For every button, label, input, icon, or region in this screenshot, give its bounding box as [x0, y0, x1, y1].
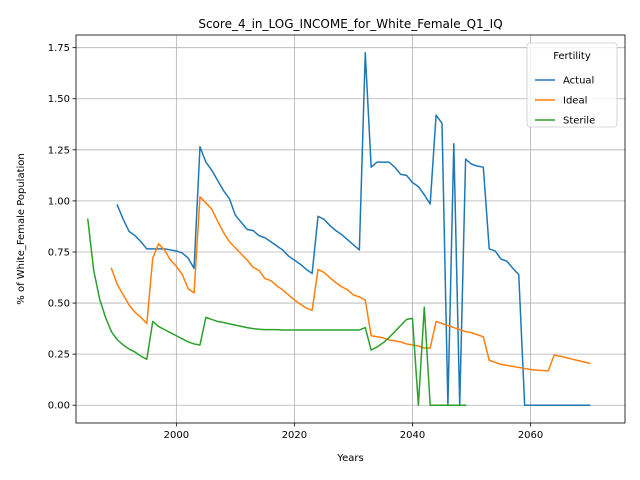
x-tick-label: 2000: [164, 430, 189, 441]
y-tick-label: 0.25: [48, 350, 70, 361]
y-tick-label: 1.25: [48, 145, 70, 156]
x-tick-label: 2020: [282, 430, 307, 441]
chart-title: Score_4_in_LOG_INCOME_for_White_Female_Q…: [198, 17, 502, 31]
legend-entry-sterile: Sterile: [563, 116, 595, 127]
legend-box: [526, 42, 618, 128]
x-tick-label: 2060: [518, 430, 543, 441]
series-line-actual: [116, 52, 591, 406]
legend-entry-ideal: Ideal: [563, 96, 587, 107]
y-tick-label: 0.75: [48, 247, 70, 258]
x-tick-label: 2040: [400, 430, 425, 441]
y-tick-label: 1.00: [48, 196, 70, 207]
axis-ticks: 2000 2020 2040 2060 0.00 0.25 0.50 0.75 1.00 1.25…: [48, 43, 544, 441]
y-tick-label: 1.75: [48, 43, 70, 54]
legend: Fertility Actual Ideal Sterile: [526, 42, 618, 128]
series-lines: [86, 52, 591, 406]
y-tick-label: 0.00: [48, 401, 70, 412]
x-axis-label: Years: [336, 453, 363, 464]
plot-area-frame: [75, 34, 626, 424]
legend-entry-actual: Actual: [563, 76, 594, 87]
series-line-ideal: [110, 196, 591, 372]
y-tick-label: 1.50: [48, 94, 70, 105]
series-line-sterile: [86, 218, 467, 406]
y-tick-label: 0.50: [48, 299, 70, 310]
y-axis-label: % of White_Female Population: [16, 153, 27, 304]
legend-title: Fertility: [553, 51, 591, 62]
